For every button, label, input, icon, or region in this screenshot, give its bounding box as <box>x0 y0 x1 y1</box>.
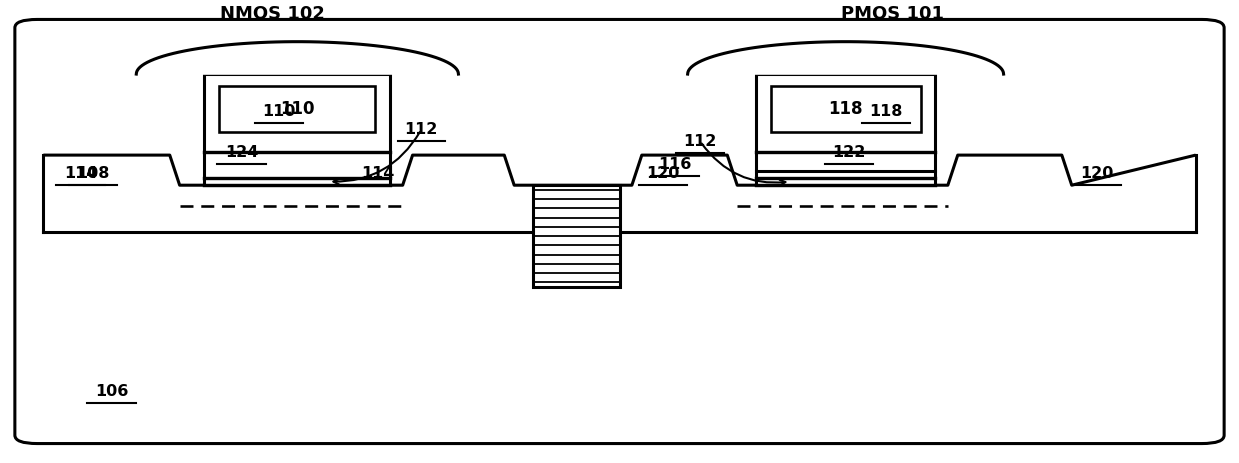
Polygon shape <box>136 42 458 74</box>
Text: 120: 120 <box>1080 166 1113 181</box>
Text: 118: 118 <box>870 104 902 119</box>
Text: 114: 114 <box>362 166 394 181</box>
Text: 110: 110 <box>280 100 315 118</box>
Polygon shape <box>43 155 1196 232</box>
Bar <box>219 86 375 132</box>
Text: 120: 120 <box>647 166 679 181</box>
Text: 110: 110 <box>263 104 295 119</box>
Text: PMOS 101: PMOS 101 <box>840 5 944 23</box>
Text: 114: 114 <box>64 166 97 181</box>
Text: 112: 112 <box>684 134 716 149</box>
Text: 116: 116 <box>659 157 691 172</box>
Bar <box>771 86 921 132</box>
Text: 106: 106 <box>95 384 128 399</box>
Bar <box>533 185 620 287</box>
Polygon shape <box>688 42 1004 74</box>
Text: 108: 108 <box>77 166 109 181</box>
FancyBboxPatch shape <box>15 19 1224 444</box>
Text: 124: 124 <box>225 145 258 160</box>
Bar <box>756 74 935 185</box>
Text: 112: 112 <box>405 122 437 137</box>
Text: 122: 122 <box>833 145 865 160</box>
Text: 118: 118 <box>829 100 862 118</box>
Text: NMOS 102: NMOS 102 <box>221 5 325 23</box>
Bar <box>204 74 390 185</box>
